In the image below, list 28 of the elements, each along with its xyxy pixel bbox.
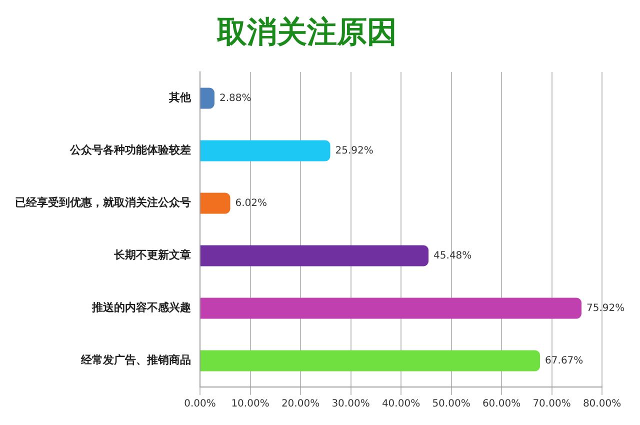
chart-title: 取消关注原因	[216, 14, 397, 50]
bar	[200, 298, 582, 319]
data-label: 2.88%	[219, 92, 252, 104]
data-label: 6.02%	[235, 198, 268, 209]
y-tick-label: 已经享受到优惠，就取消关注公众号	[15, 196, 191, 210]
y-tick-label: 其他	[168, 91, 192, 104]
data-label: 25.92%	[335, 145, 374, 156]
x-tick-label: 30.00%	[332, 398, 370, 410]
data-label: 67.67%	[545, 355, 584, 366]
x-tick-label: 50.00%	[432, 398, 470, 410]
bar	[200, 88, 214, 109]
bar	[200, 192, 230, 214]
data-label: 75.92%	[586, 302, 625, 314]
x-tick-label: 80.00%	[582, 398, 622, 410]
x-tick-label: 60.00%	[482, 398, 521, 410]
y-tick-label: 经常发广告、推销商品	[80, 354, 191, 367]
bar	[200, 140, 330, 162]
y-tick-label: 推送的内容不感兴趣	[91, 301, 191, 314]
x-tick-label: 20.00%	[281, 398, 320, 410]
data-label: 45.48%	[434, 250, 472, 262]
bar	[200, 245, 429, 266]
x-tick-label: 10.00%	[231, 398, 270, 410]
bar	[200, 350, 540, 372]
y-tick-label: 公众号各种功能体验较差	[69, 144, 191, 157]
x-tick-label: 70.00%	[532, 398, 571, 410]
x-tick-label: 0.00%	[184, 398, 216, 410]
y-tick-label: 长期不更新文章	[113, 248, 191, 262]
x-tick-label: 40.00%	[382, 398, 420, 410]
